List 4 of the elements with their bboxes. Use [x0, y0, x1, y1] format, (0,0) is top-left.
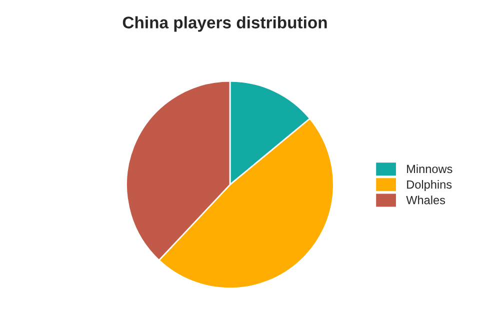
legend-label: Whales: [406, 196, 446, 204]
legend-label: Dolphins: [407, 180, 452, 192]
legend-label: Minnows: [407, 164, 452, 174]
chart-title: China players distribution: [122, 16, 327, 32]
